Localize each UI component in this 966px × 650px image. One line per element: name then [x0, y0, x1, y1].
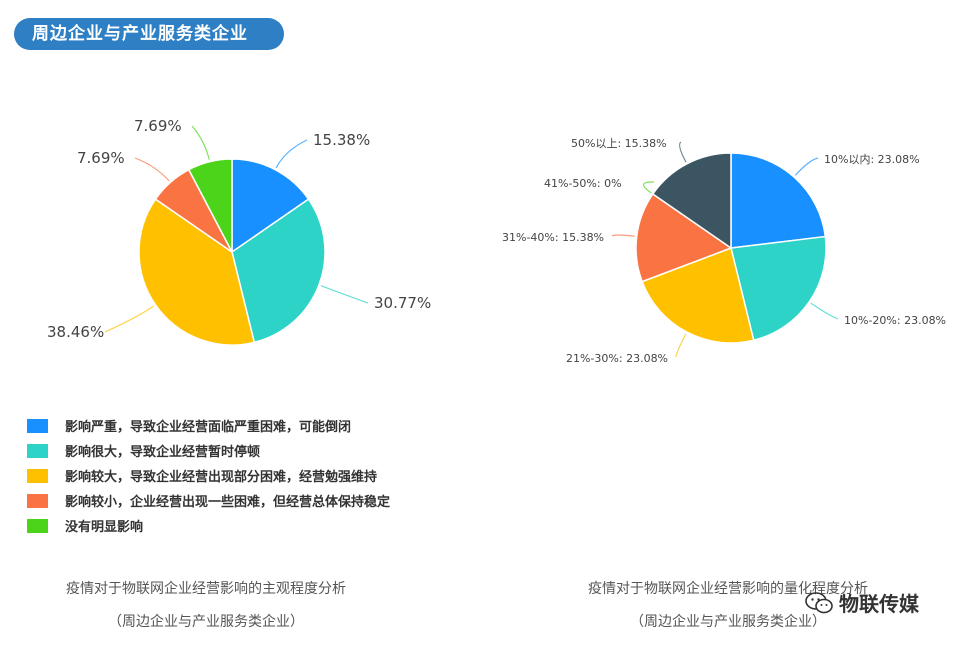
pie-slice [730, 152, 827, 249]
pie-slice [231, 158, 310, 254]
legend-swatch [27, 519, 48, 533]
slice-label: 41%-50%: 0% [544, 177, 622, 190]
slice-label: 10%-20%: 23.08% [844, 314, 946, 327]
leader-line [104, 305, 155, 333]
watermark: 物联传媒 [805, 588, 919, 617]
watermark-text: 物联传媒 [839, 592, 919, 616]
legend-label: 影响较大，导致企业经营出现部分困难，经营勉强维持 [65, 470, 378, 485]
section-title: 周边企业与产业服务类企业 [14, 18, 284, 50]
legend-label: 影响较小，企业经营出现一些困难，但经营总体保持稳定 [65, 495, 391, 510]
leader-line [794, 157, 819, 176]
legend-label: 没有明显影响 [65, 520, 144, 535]
leader-line [643, 181, 655, 194]
left-chart-subtitle: （周边企业与产业服务类企业） [108, 614, 304, 630]
pie-slice [651, 152, 732, 250]
leader-line [320, 285, 369, 304]
left-chart-title: 疫情对于物联网企业经营影响的主观程度分析 [66, 581, 346, 597]
leader-line [611, 234, 635, 237]
slice-label: 10%以内: 23.08% [824, 152, 920, 166]
slice-label: 15.38% [313, 131, 370, 149]
leader-line [275, 139, 308, 169]
right-chart-title: 疫情对于物联网企业经营影响的量化程度分析 [588, 581, 868, 597]
legend-label: 影响严重，导致企业经营面临严重困难，可能倒闭 [65, 420, 352, 435]
pie-slice [635, 192, 733, 283]
pie-slice [138, 198, 256, 346]
slice-label: 30.77% [374, 294, 431, 312]
leader-line [675, 333, 687, 358]
pie-slice [187, 158, 233, 253]
wechat-icon [805, 591, 833, 613]
legend-swatch [27, 494, 48, 508]
slice-label: 38.46% [47, 323, 104, 341]
slice-label: 31%-40%: 15.38% [502, 231, 604, 244]
pie-slice [730, 235, 827, 342]
leader-line [810, 302, 839, 320]
slice-label: 21%-30%: 23.08% [566, 352, 668, 365]
legend-swatch [27, 469, 48, 483]
pie-slice [231, 198, 326, 344]
legend-swatch [27, 444, 48, 458]
slice-label: 7.69% [77, 149, 125, 167]
right-chart-subtitle: （周边企业与产业服务类企业） [630, 614, 826, 630]
leader-line [191, 125, 210, 160]
leader-line [679, 141, 687, 163]
legend-swatch [27, 419, 48, 433]
leader-line [134, 157, 170, 182]
legend-label: 影响很大，导致企业经营暂时停顿 [65, 445, 261, 460]
slice-label: 50%以上: 15.38% [571, 137, 667, 150]
slice-label: 7.69% [134, 117, 182, 135]
